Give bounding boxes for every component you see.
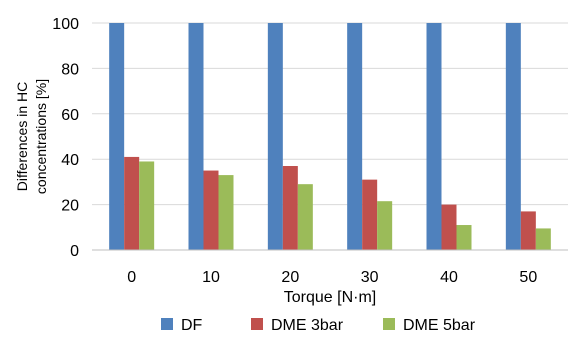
legend: DF DME 3bar DME 5bar bbox=[161, 317, 476, 334]
x-tick-label: 10 bbox=[202, 269, 220, 286]
gridlines bbox=[92, 22, 568, 206]
bar-dme-5bar bbox=[456, 225, 472, 250]
x-tick-label: 50 bbox=[519, 269, 537, 286]
y-tick-label: 0 bbox=[70, 243, 79, 260]
x-tick-label: 40 bbox=[440, 269, 458, 286]
bar-df bbox=[188, 23, 204, 250]
legend-swatch bbox=[251, 318, 263, 330]
y-axis-title: Differences in HC concentrations [%] bbox=[14, 79, 49, 194]
y-axis-title-line: concentrations [%] bbox=[33, 79, 49, 194]
y-tick-labels: 0 20 40 60 80 100 bbox=[52, 16, 79, 260]
y-axis-title-line: Differences in HC bbox=[14, 82, 30, 191]
y-tick-label: 60 bbox=[61, 107, 79, 124]
bar-dme-5bar bbox=[535, 228, 551, 250]
bar-df bbox=[505, 23, 521, 250]
legend-swatch bbox=[383, 318, 395, 330]
bar-df bbox=[426, 23, 442, 250]
x-tick-label: 0 bbox=[127, 269, 136, 286]
bar-dme-3bar bbox=[441, 204, 457, 250]
bar-dme-5bar bbox=[139, 161, 155, 250]
y-tick-label: 100 bbox=[52, 16, 79, 33]
legend-label: DF bbox=[181, 317, 203, 334]
x-tick-label: 30 bbox=[361, 269, 379, 286]
bar-dme-3bar bbox=[282, 166, 298, 250]
bar-df bbox=[347, 23, 363, 250]
x-tick-labels: 0 10 20 30 40 50 bbox=[127, 269, 537, 286]
bar-dme-3bar bbox=[124, 156, 140, 250]
bar-dme-3bar bbox=[362, 179, 378, 250]
legend-label: DME 3bar bbox=[271, 317, 344, 334]
bar-dme-5bar bbox=[218, 175, 234, 250]
bar-dme-5bar bbox=[377, 201, 393, 250]
y-tick-label: 20 bbox=[61, 198, 79, 215]
bars bbox=[109, 23, 551, 250]
y-tick-label: 80 bbox=[61, 61, 79, 78]
legend-label: DME 5bar bbox=[403, 317, 476, 334]
bar-dme-5bar bbox=[297, 184, 313, 250]
y-tick-label: 40 bbox=[61, 152, 79, 169]
bar-dme-3bar bbox=[520, 211, 536, 250]
x-axis-title: Torque [N·m] bbox=[284, 289, 376, 306]
bar-dme-3bar bbox=[203, 170, 219, 250]
legend-swatch bbox=[161, 318, 173, 330]
bar-df bbox=[267, 23, 283, 250]
bar-df bbox=[109, 23, 125, 250]
x-tick-label: 20 bbox=[281, 269, 299, 286]
